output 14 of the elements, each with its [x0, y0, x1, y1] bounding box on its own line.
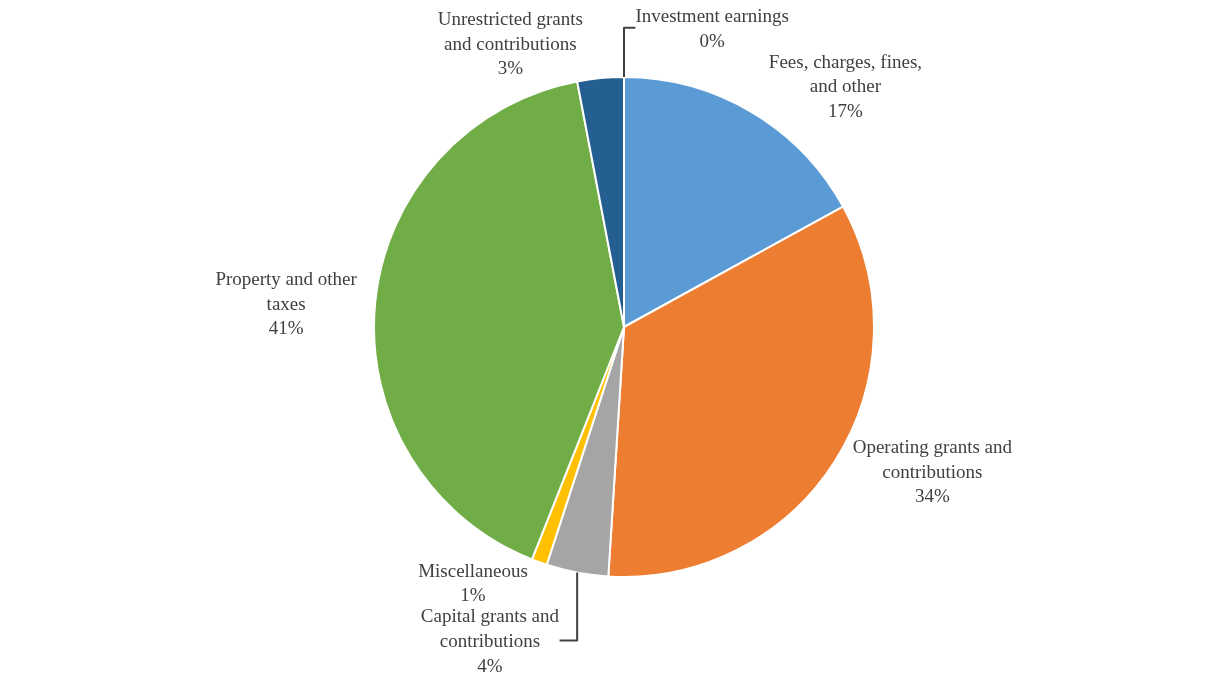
- data-label: 4%: [477, 654, 503, 676]
- category-label: Investment earnings: [635, 4, 789, 26]
- slice-label: Property and other taxes: [215, 267, 358, 314]
- data-label: 3%: [497, 57, 524, 79]
- data-label: 17%: [828, 99, 864, 121]
- slice-label: Unrestricted grants and contributions: [437, 8, 583, 54]
- slice-label: Operating grants and contributions: [852, 435, 1013, 482]
- data-label: 41%: [268, 317, 304, 339]
- text: 0%: [699, 29, 725, 51]
- data-label: 1%: [460, 584, 486, 606]
- data-label: 34%: [914, 485, 950, 507]
- slice-label: Capital grants and contributions: [420, 605, 560, 651]
- slice-label: Miscellaneous: [418, 559, 528, 581]
- slice-label: Fees, charges, fines, and other: [768, 50, 923, 97]
